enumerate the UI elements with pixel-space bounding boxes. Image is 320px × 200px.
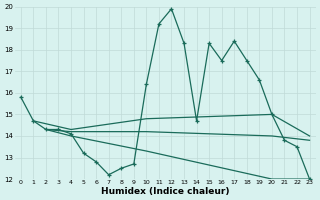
- X-axis label: Humidex (Indice chaleur): Humidex (Indice chaleur): [101, 187, 229, 196]
